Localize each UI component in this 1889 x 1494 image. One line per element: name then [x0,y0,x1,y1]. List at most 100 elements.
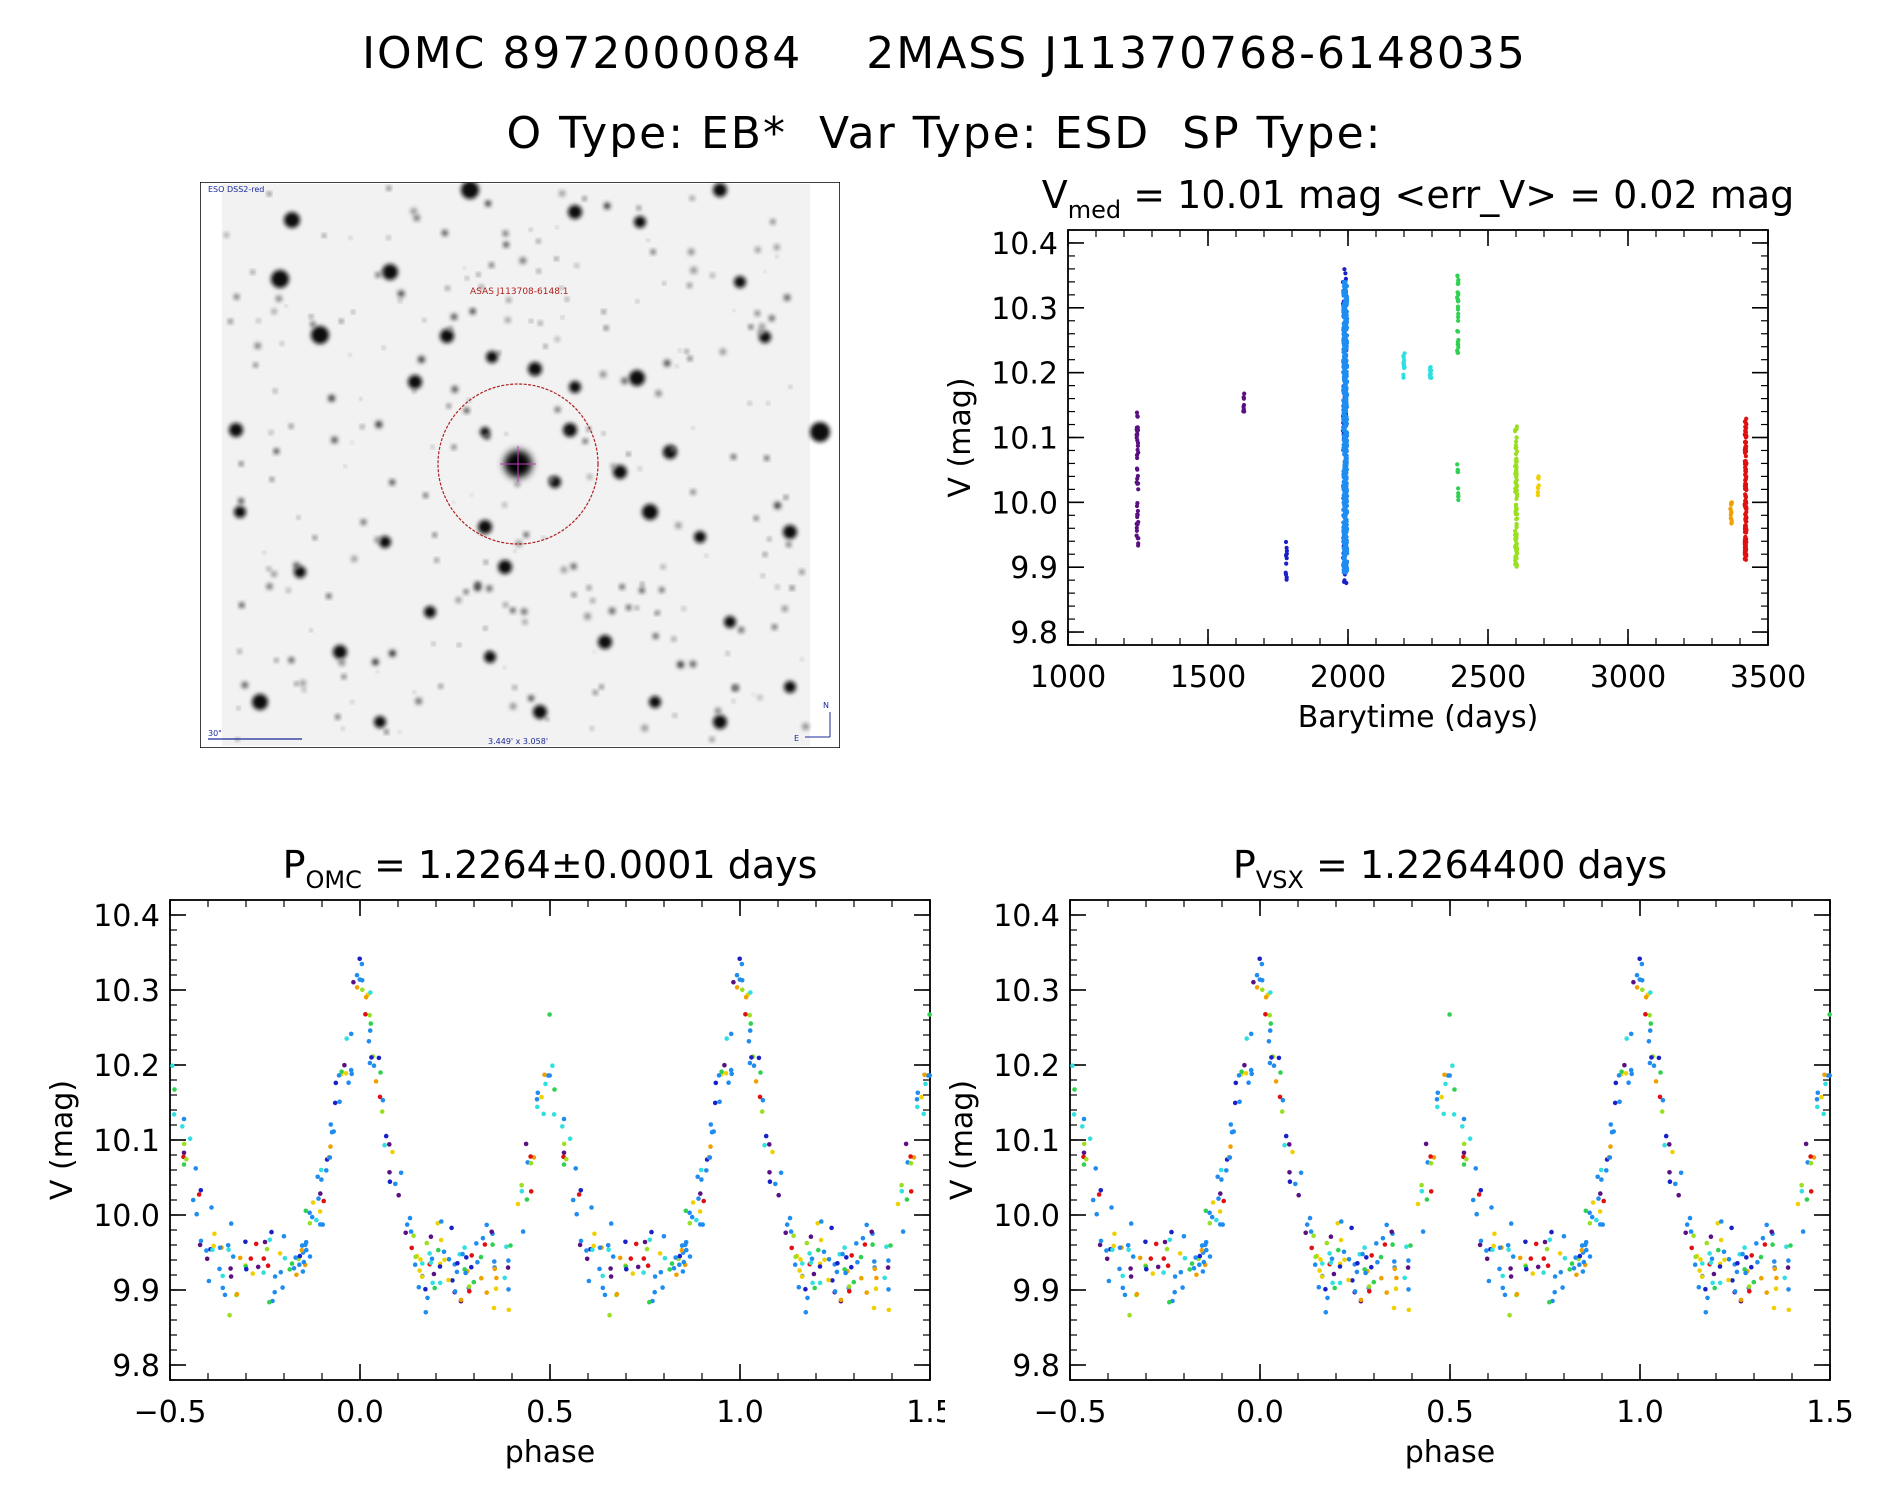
data-point [1344,562,1349,567]
data-point [602,1292,608,1298]
data-point [1127,1312,1132,1318]
finder-star [509,703,517,710]
finder-star [621,377,628,385]
data-point [1656,1055,1662,1061]
data-point [1608,1122,1614,1127]
data-point [506,1307,512,1313]
data-point [1718,1237,1724,1243]
finder-star [783,294,791,301]
data-point [844,1255,849,1260]
finder-star [412,389,416,393]
finder-star [467,398,471,402]
data-point [197,1242,203,1248]
finder-star [333,645,347,659]
data-point [1447,1012,1452,1017]
data-point [237,1255,243,1261]
data-point [1343,271,1348,276]
x-tick-label: 3500 [1730,660,1806,695]
data-point [1670,1149,1675,1155]
data-point [739,961,745,967]
data-point [244,1266,249,1272]
data-point [1673,1181,1678,1187]
finder-star [487,651,491,655]
data-point [1647,1028,1653,1033]
data-point [1384,1290,1389,1295]
finder-star [410,207,418,215]
finder-star [348,353,352,357]
data-point [1424,1197,1430,1202]
finder-star [670,446,676,452]
data-point [1577,1253,1583,1259]
data-point [1242,391,1247,396]
data-point [723,1071,729,1076]
finder-star [781,605,788,612]
data-point [1148,1256,1154,1261]
data-point [1362,1245,1367,1250]
data-point [767,1179,773,1184]
finder-star [382,346,385,350]
finder-star [773,244,780,251]
data-point [1428,1154,1433,1159]
data-point [1536,474,1541,479]
finder-star [764,270,766,273]
scale-label: 30" [208,729,222,738]
data-point [1233,1080,1239,1086]
data-point [1445,1073,1451,1078]
data-point [1486,1278,1492,1284]
data-point [1283,1133,1289,1139]
data-point [808,1234,814,1239]
finder-star [415,697,423,705]
data-point [1758,1254,1764,1260]
data-point [1743,486,1748,491]
data-point [899,1188,905,1194]
data-point [1513,445,1518,451]
data-point [1743,504,1748,509]
finder-star [714,707,722,714]
data-point [1197,1253,1203,1259]
data-point [1742,1267,1747,1272]
data-point [584,1256,590,1262]
data-point [1161,1256,1167,1261]
data-point [1358,1297,1364,1303]
finder-star [582,438,588,444]
data-point [420,1261,425,1266]
data-point [1722,1257,1727,1263]
data-point [210,1247,215,1253]
finder-star [635,606,639,610]
finder-star [448,326,453,332]
data-point [1467,1136,1473,1141]
data-point [864,1222,869,1228]
data-point [1203,1239,1209,1245]
data-point [708,1144,713,1149]
x-tick-label: 1000 [1030,660,1106,695]
finder-star [629,370,645,386]
finder-star [771,624,778,630]
data-point [1134,435,1139,440]
data-point [297,1262,302,1267]
finder-star [280,341,284,346]
data-point [1640,987,1645,993]
data-point [699,1177,704,1182]
data-point [921,1111,926,1117]
data-point [1207,1210,1212,1216]
data-point [1827,1012,1832,1017]
finder-star [351,441,354,444]
x-tick-label: 3000 [1590,660,1666,695]
data-point [846,1284,852,1289]
y-tick-label: 10.4 [93,899,160,934]
finder-star [241,681,249,689]
data-point [427,1251,432,1256]
finder-star [309,629,313,632]
finder-star [461,182,479,199]
data-point [1523,1239,1528,1245]
finder-star [684,349,689,354]
data-point [922,1072,927,1078]
data-point [1423,1141,1429,1147]
data-point [1574,1272,1579,1278]
data-point [520,1229,526,1234]
finder-star [384,729,389,734]
data-point [1266,1039,1272,1044]
axis-ticks [169,899,931,1381]
finder-star [252,694,268,710]
data-point [608,1221,614,1226]
